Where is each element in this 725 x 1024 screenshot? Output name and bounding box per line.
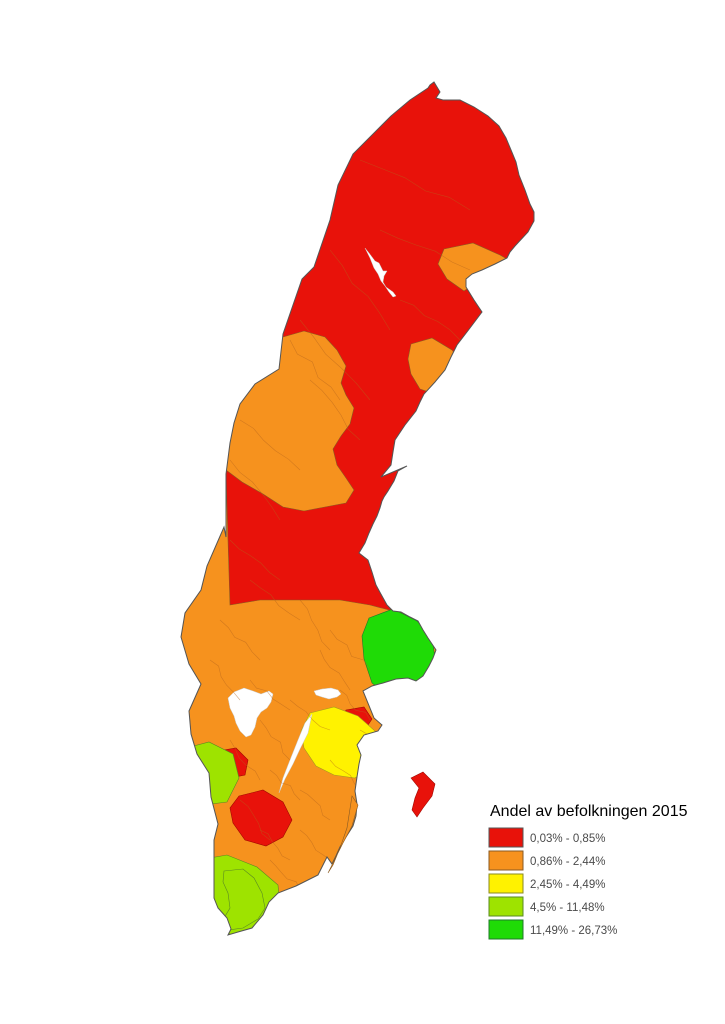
svg-text:11,49% - 26,73%: 11,49% - 26,73% <box>530 925 617 937</box>
svg-text:2,45% - 4,49%: 2,45% - 4,49% <box>530 879 605 891</box>
svg-text:Andel av befolkningen 2015: Andel av befolkningen 2015 <box>490 803 688 820</box>
svg-text:4,5% - 11,48%: 4,5% - 11,48% <box>530 902 605 914</box>
svg-text:0,86% - 2,44%: 0,86% - 2,44% <box>530 856 605 868</box>
svg-text:0,03% - 0,85%: 0,03% - 0,85% <box>530 833 605 845</box>
